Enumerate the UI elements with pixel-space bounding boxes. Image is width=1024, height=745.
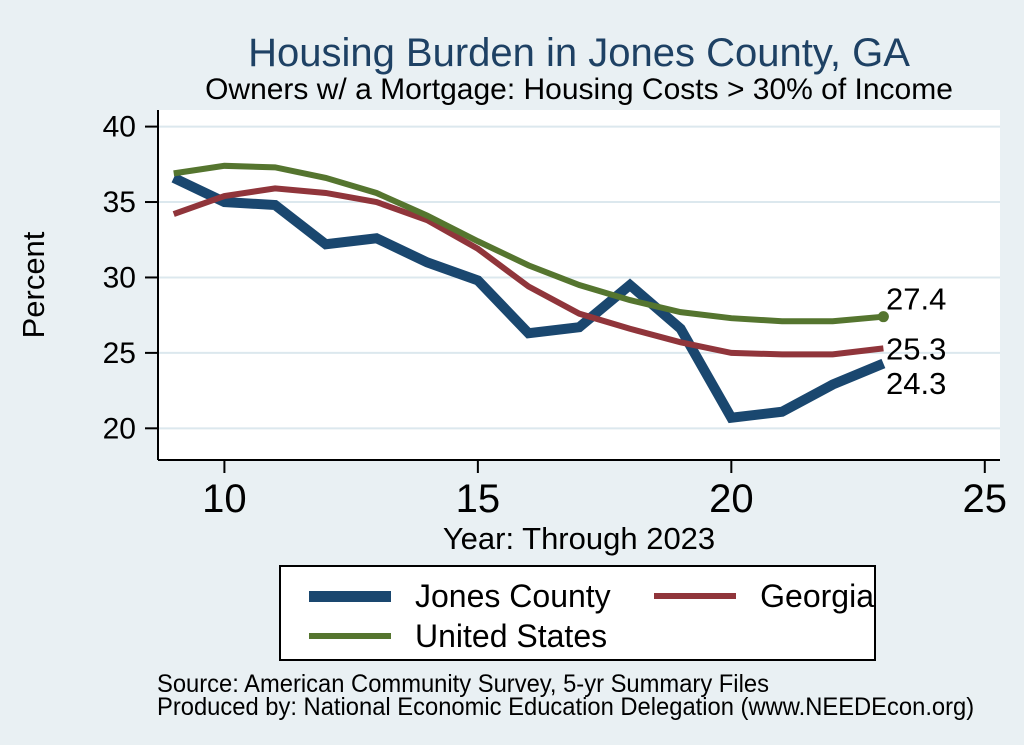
y-tick-label: 35 xyxy=(103,186,136,219)
legend-swatch-jones-county xyxy=(309,590,391,602)
x-axis-title: Year: Through 2023 xyxy=(442,521,716,556)
legend-item-jones-county: Jones County xyxy=(309,578,654,615)
series-end-marker-united-states xyxy=(877,311,889,323)
chart-subtitle: Owners w/ a Mortgage: Housing Costs > 30… xyxy=(205,73,953,106)
series-line-united-states xyxy=(173,162,884,325)
legend-label-georgia: Georgia xyxy=(760,577,874,614)
legend: Jones County Georgia United States xyxy=(279,565,876,661)
series-end-label: 24.3 xyxy=(886,366,946,401)
legend-swatch-united-states xyxy=(309,633,391,639)
series-line-jones-county xyxy=(171,173,886,424)
x-tick-label: 10 xyxy=(202,477,247,521)
legend-item-united-states: United States xyxy=(309,618,657,655)
legend-label-jones-county: Jones County xyxy=(415,577,611,614)
legend-label-united-states: United States xyxy=(415,617,608,654)
series-line-georgia xyxy=(172,185,884,358)
source-line: Source: American Community Survey, 5-yr … xyxy=(157,670,769,698)
legend-row: United States xyxy=(309,616,874,656)
legend-swatch-georgia xyxy=(654,593,737,599)
chart-title: Housing Burden in Jones County, GA xyxy=(248,31,910,75)
x-tick-label: 20 xyxy=(709,477,754,521)
series-end-label: 25.3 xyxy=(886,331,946,366)
produced-by-line: Produced by: National Economic Education… xyxy=(157,693,975,721)
y-tick-label: 25 xyxy=(103,337,136,370)
y-tick-label: 40 xyxy=(103,111,136,144)
x-tick-label: 25 xyxy=(963,477,1008,521)
legend-item-georgia: Georgia xyxy=(654,578,874,615)
y-tick-label: 30 xyxy=(103,261,136,294)
y-axis-title: Percent xyxy=(16,231,51,338)
source-footer: Source: American Community Survey, 5-yr … xyxy=(157,670,975,721)
legend-row: Jones County Georgia xyxy=(309,576,874,616)
series-end-label: 27.4 xyxy=(886,282,946,317)
y-tick-label: 20 xyxy=(103,412,136,445)
x-tick-label: 15 xyxy=(456,477,501,521)
